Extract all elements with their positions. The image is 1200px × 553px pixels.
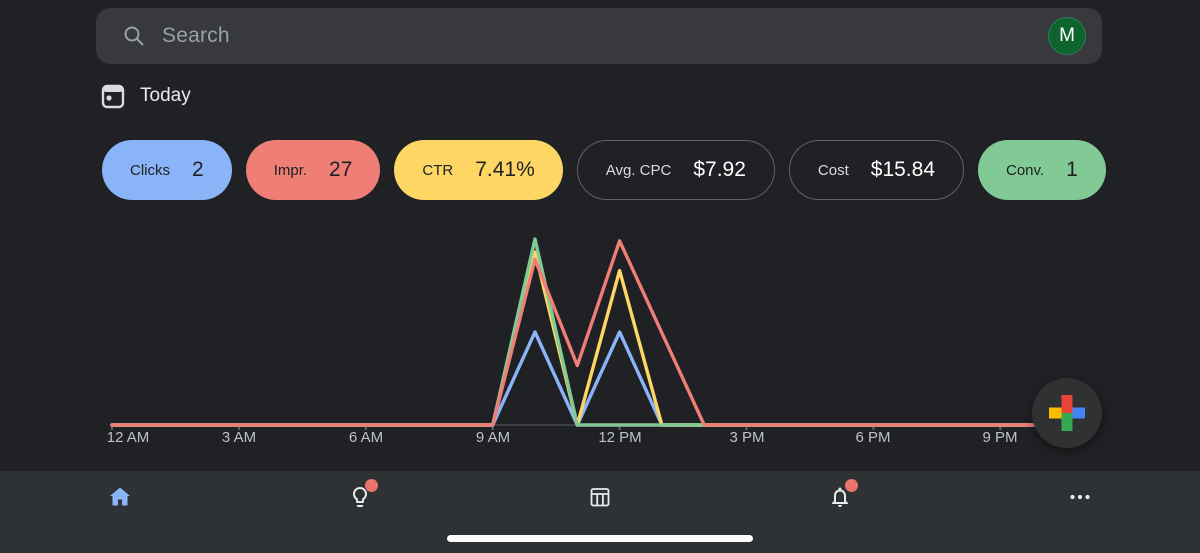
chart-canvas (110, 237, 1090, 430)
account-avatar[interactable]: M (1048, 17, 1086, 55)
x-axis-label: 3 AM (221, 429, 257, 446)
metric-pill-ctr[interactable]: CTR 7.41% (394, 140, 563, 200)
metric-value: $7.92 (693, 158, 746, 181)
notification-badge (365, 479, 378, 492)
x-axis-label: 6 PM (855, 429, 891, 446)
x-axis-label: 12 AM (106, 429, 150, 446)
metric-value: $15.84 (870, 158, 935, 181)
home-icon (108, 485, 132, 509)
metric-pill-conversions[interactable]: Conv. 1 (978, 140, 1106, 200)
x-axis-label: 9 PM (982, 429, 1018, 446)
calendar-icon (101, 83, 125, 109)
nav-notifications[interactable] (720, 471, 960, 553)
performance-chart[interactable]: 12 AM 3 AM 6 AM 9 AM 12 PM 3 PM 6 PM 9 P… (0, 225, 1200, 455)
metric-pill-avg-cpc[interactable]: Avg. CPC $7.92 (576, 140, 775, 200)
x-axis-label: 6 AM (348, 429, 384, 446)
nav-tables[interactable] (480, 471, 720, 553)
date-range-label: Today (140, 85, 191, 106)
metric-pill-cost[interactable]: Cost $15.84 (788, 140, 964, 200)
metric-value: 7.41% (475, 158, 535, 181)
metric-value: 1 (1066, 158, 1078, 181)
nav-more[interactable] (960, 471, 1200, 553)
metric-pill-clicks[interactable]: Clicks 2 (102, 140, 232, 200)
metric-value: 2 (192, 158, 204, 181)
nav-insights[interactable] (240, 471, 480, 553)
google-plus-icon (1049, 395, 1085, 431)
metric-value: 27 (329, 158, 353, 181)
nav-home[interactable] (0, 471, 240, 553)
search-bar[interactable]: Search M (96, 8, 1102, 64)
metric-label: Conv. (1006, 161, 1045, 179)
search-icon (122, 24, 146, 48)
x-axis-label: 9 AM (475, 429, 511, 446)
table-icon (588, 485, 612, 509)
lightbulb-icon (348, 479, 378, 509)
metric-label: Cost (817, 161, 849, 179)
add-fab[interactable] (1032, 378, 1102, 448)
x-axis-label: 3 PM (729, 429, 765, 446)
notification-badge (845, 479, 858, 492)
more-horizontal-icon (1068, 485, 1092, 509)
metric-pills-row: Clicks 2 Impr. 27 CTR 7.41% Avg. CPC $7.… (102, 140, 1130, 200)
home-indicator-bar[interactable] (447, 535, 753, 542)
metric-label: CTR (422, 161, 454, 179)
metric-pill-impressions[interactable]: Impr. 27 (245, 140, 381, 200)
bell-icon (828, 479, 858, 509)
metric-label: Impr. (273, 161, 308, 179)
date-range-selector[interactable]: Today (101, 82, 191, 110)
metric-label: Avg. CPC (605, 161, 672, 179)
x-axis-label: 12 PM (598, 429, 642, 446)
metric-label: Clicks (130, 161, 170, 179)
search-input[interactable]: Search (162, 24, 230, 47)
